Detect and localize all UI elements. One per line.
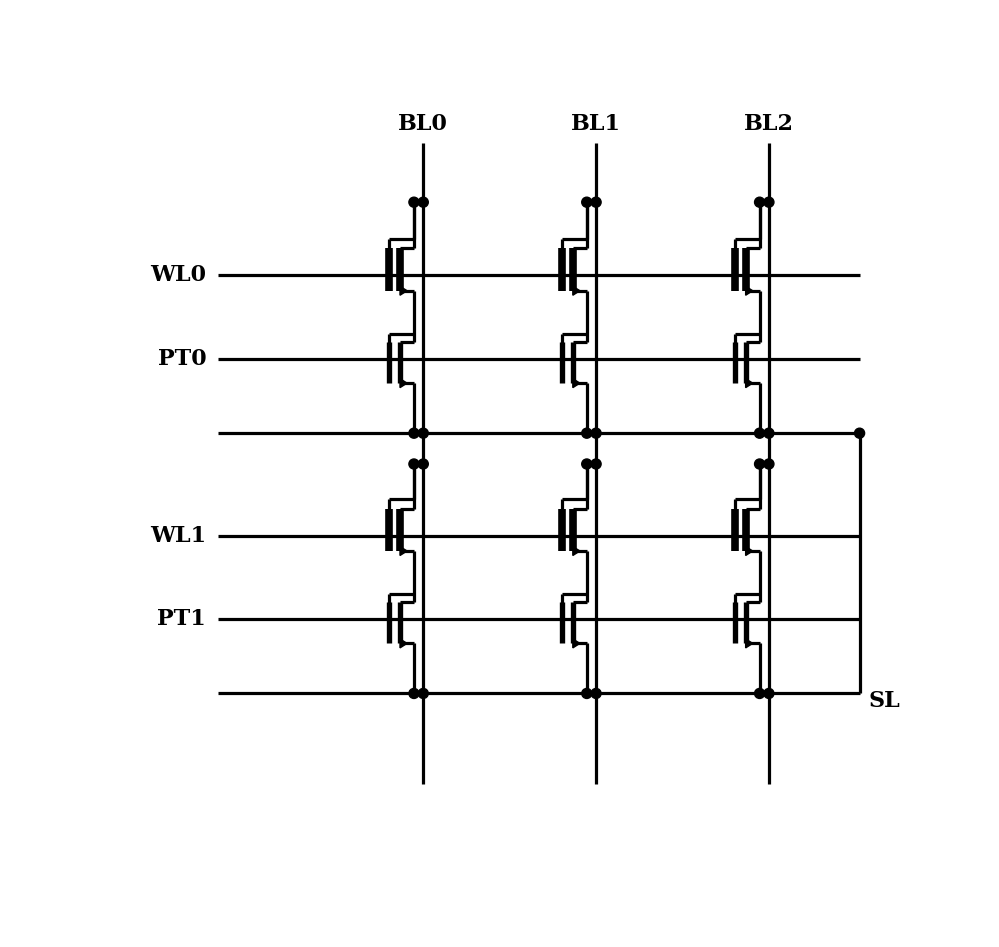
Circle shape	[754, 197, 764, 207]
Circle shape	[754, 428, 764, 438]
Circle shape	[409, 459, 419, 469]
Text: BL2: BL2	[744, 114, 794, 135]
Polygon shape	[400, 639, 407, 648]
Circle shape	[764, 428, 774, 438]
Text: BL0: BL0	[399, 114, 449, 135]
Polygon shape	[572, 286, 579, 295]
Circle shape	[581, 428, 591, 438]
Circle shape	[409, 428, 419, 438]
Circle shape	[591, 688, 601, 699]
Text: PT1: PT1	[158, 608, 206, 630]
Polygon shape	[745, 546, 752, 556]
Polygon shape	[745, 286, 752, 295]
Text: SL: SL	[869, 690, 901, 712]
Circle shape	[419, 428, 429, 438]
Text: WL1: WL1	[150, 525, 206, 546]
Circle shape	[581, 197, 591, 207]
Circle shape	[591, 459, 601, 469]
Text: BL1: BL1	[571, 114, 621, 135]
Text: WL0: WL0	[150, 264, 206, 286]
Circle shape	[764, 197, 774, 207]
Circle shape	[764, 459, 774, 469]
Polygon shape	[572, 379, 579, 387]
Circle shape	[754, 688, 764, 699]
Text: PT0: PT0	[158, 348, 206, 369]
Circle shape	[581, 459, 591, 469]
Circle shape	[764, 688, 774, 699]
Polygon shape	[572, 639, 579, 648]
Circle shape	[419, 197, 429, 207]
Circle shape	[754, 459, 764, 469]
Polygon shape	[745, 639, 752, 648]
Polygon shape	[572, 546, 579, 556]
Circle shape	[419, 459, 429, 469]
Circle shape	[409, 688, 419, 699]
Circle shape	[409, 197, 419, 207]
Polygon shape	[745, 379, 752, 387]
Circle shape	[591, 428, 601, 438]
Polygon shape	[400, 286, 407, 295]
Circle shape	[581, 688, 591, 699]
Polygon shape	[400, 379, 407, 387]
Circle shape	[854, 428, 864, 438]
Circle shape	[419, 688, 429, 699]
Polygon shape	[400, 546, 407, 556]
Circle shape	[591, 197, 601, 207]
